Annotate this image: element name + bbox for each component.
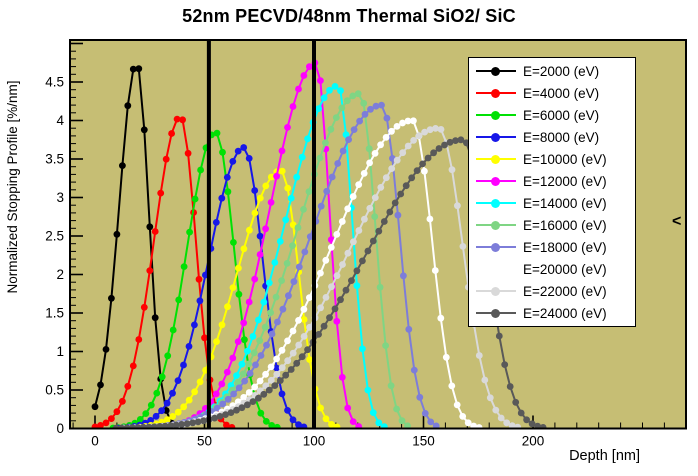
legend-marker-icon xyxy=(476,130,516,144)
legend-marker-icon xyxy=(476,306,516,320)
legend-item-E16000: E=16000 (eV) xyxy=(469,215,635,236)
y-tick-label: 4 xyxy=(56,113,64,128)
series-curve-E8000 xyxy=(114,144,308,428)
legend-marker-icon xyxy=(476,108,516,122)
x-tick-label: 0 xyxy=(91,434,99,449)
legend-label: E=8000 (eV) xyxy=(523,129,600,145)
legend-label: E=22000 (eV) xyxy=(523,283,607,299)
x-tick-label: 200 xyxy=(522,434,545,449)
legend-item-E20000: E=20000 (eV) xyxy=(469,259,635,280)
y-axis-title: Normalized Stopping Profile [%/nm] xyxy=(5,80,20,293)
plot-frame xyxy=(69,39,687,430)
legend-label: E=18000 (eV) xyxy=(523,239,607,255)
x-axis-title: Depth [nm] xyxy=(569,448,640,464)
y-tick-label: 1 xyxy=(56,344,64,359)
legend-marker-icon xyxy=(476,262,516,276)
legend-label: E=2000 (eV) xyxy=(523,63,600,79)
y-tick-label: 3.5 xyxy=(45,152,64,167)
chart-title: 52nm PECVD/48nm Thermal SiO2/ SiC xyxy=(182,6,516,26)
legend: E=2000 (eV) E=4000 (eV) E=6000 (eV) E=8000 … xyxy=(468,57,636,327)
legend-label: E=20000 (eV) xyxy=(523,261,607,277)
y-tick-label: 3 xyxy=(56,190,64,205)
legend-label: E=12000 (eV) xyxy=(523,173,607,189)
legend-label: E=4000 (eV) xyxy=(523,85,600,101)
x-tick-label: 100 xyxy=(303,434,326,449)
stray-less-than-glyph: < xyxy=(672,213,682,230)
legend-item-E6000: E=6000 (eV) xyxy=(469,105,635,126)
legend-marker-icon xyxy=(476,196,516,210)
legend-label: E=6000 (eV) xyxy=(523,107,600,123)
legend-label: E=24000 (eV) xyxy=(523,305,607,321)
legend-item-E18000: E=18000 (eV) xyxy=(469,237,635,258)
legend-label: E=10000 (eV) xyxy=(523,151,607,167)
legend-marker-icon xyxy=(476,64,516,78)
legend-item-E12000: E=12000 (eV) xyxy=(469,171,635,192)
legend-marker-icon xyxy=(476,86,516,100)
x-tick-label: 50 xyxy=(197,434,212,449)
legend-item-E8000: E=8000 (eV) xyxy=(469,127,635,148)
legend-item-E2000: E=2000 (eV) xyxy=(469,61,635,82)
y-tick-label: 0 xyxy=(56,421,64,436)
legend-label: E=16000 (eV) xyxy=(523,217,607,233)
legend-item-E4000: E=4000 (eV) xyxy=(469,83,635,104)
y-tick-label: 0.5 xyxy=(45,383,64,398)
y-tick-label: 2.5 xyxy=(45,229,64,244)
legend-marker-icon xyxy=(476,218,516,232)
legend-marker-icon xyxy=(476,152,516,166)
legend-marker-icon xyxy=(476,284,516,298)
legend-item-E10000: E=10000 (eV) xyxy=(469,149,635,170)
legend-marker-icon xyxy=(476,240,516,254)
x-tick-label: 150 xyxy=(412,434,435,449)
y-tick-label: 2 xyxy=(56,267,64,282)
legend-item-E22000: E=22000 (eV) xyxy=(469,281,635,302)
y-tick-label: 1.5 xyxy=(45,306,64,321)
legend-item-E24000: E=24000 (eV) xyxy=(469,303,635,324)
tick-labels: 0 50 100 150 200 0 0.5 1 1.5 2 2.5 3 3.5 4 4.5 xyxy=(45,75,544,449)
legend-item-E14000: E=14000 (eV) xyxy=(469,193,635,214)
y-tick-label: 4.5 xyxy=(45,75,64,90)
legend-marker-icon xyxy=(476,174,516,188)
legend-label: E=14000 (eV) xyxy=(523,195,607,211)
